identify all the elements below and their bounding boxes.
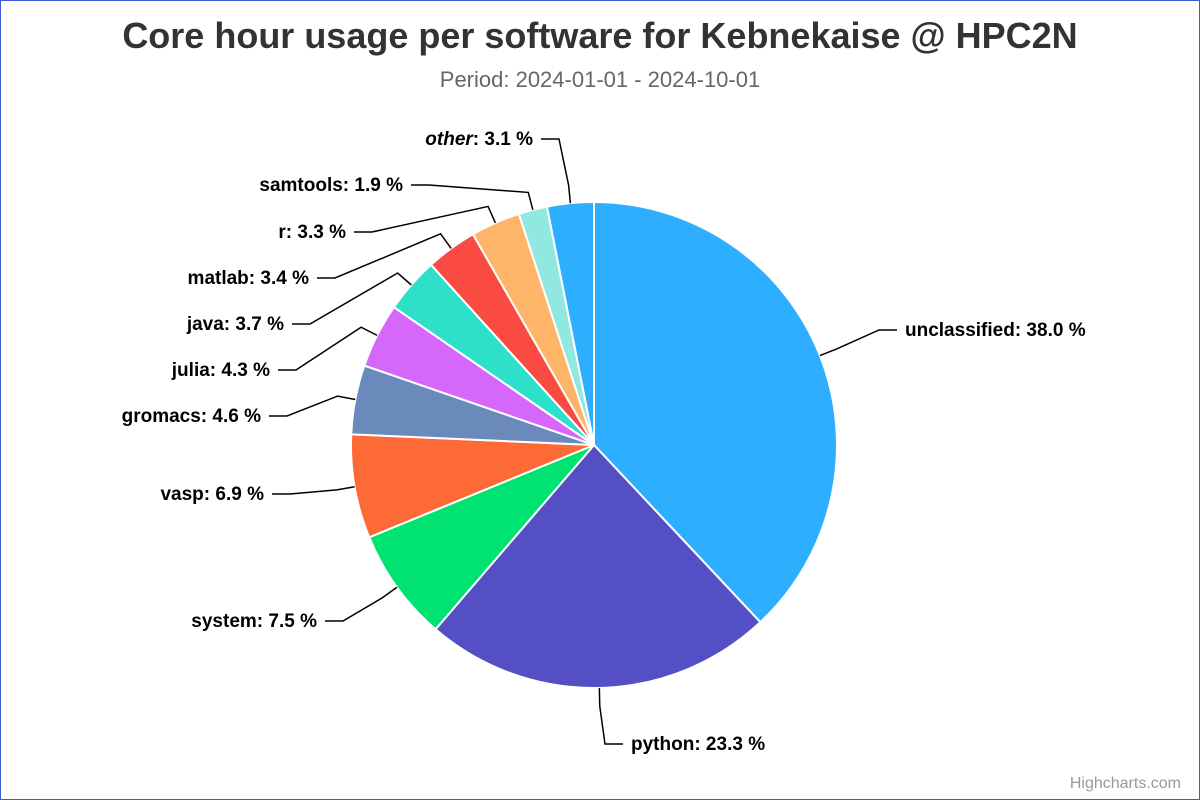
connector-other [541,138,572,204]
data-label-gromacs: gromacs: 4.6 % [122,406,262,427]
data-label-vasp: vasp: 6.9 % [160,484,264,505]
data-label-matlab: matlab: 3.4 % [188,268,310,289]
data-label-system: system: 7.5 % [191,611,317,632]
connector-java [292,272,412,325]
data-label-python: python: 23.3 % [631,734,765,755]
connector-gromacs [269,395,356,417]
data-label-unclassified: unclassified: 38.0 % [905,320,1086,341]
connector-unclassified [819,329,897,357]
data-label-julia: julia: 4.3 % [171,360,270,381]
pie-slice-system[interactable] [368,444,595,631]
connector-system [325,586,398,622]
connector-samtools [411,184,534,211]
pie-slice-unclassified[interactable] [593,201,838,624]
connector-python [598,687,623,745]
connector-r [354,205,497,233]
label-connectors [269,138,897,745]
data-label-samtools: samtools: 1.9 % [259,175,403,196]
data-label-r: r: 3.3 % [278,222,346,243]
connector-vasp [272,486,355,495]
credits-link[interactable]: Highcharts.com [1069,775,1181,792]
connector-julia [278,326,378,371]
chart-subtitle: Period: 2024-01-01 - 2024-10-01 [439,67,761,92]
chart-title: Core hour usage per software for Kebneka… [122,15,1078,56]
connector-matlab [317,232,452,279]
pie-slice-vasp[interactable] [350,433,595,539]
data-label-java: java: 3.7 % [186,314,284,335]
pie-slices [350,201,838,689]
data-labels: unclassified: 38.0 % python: 23.3 % system… [122,129,1086,755]
data-label-other: other: 3.1 % [425,129,533,150]
